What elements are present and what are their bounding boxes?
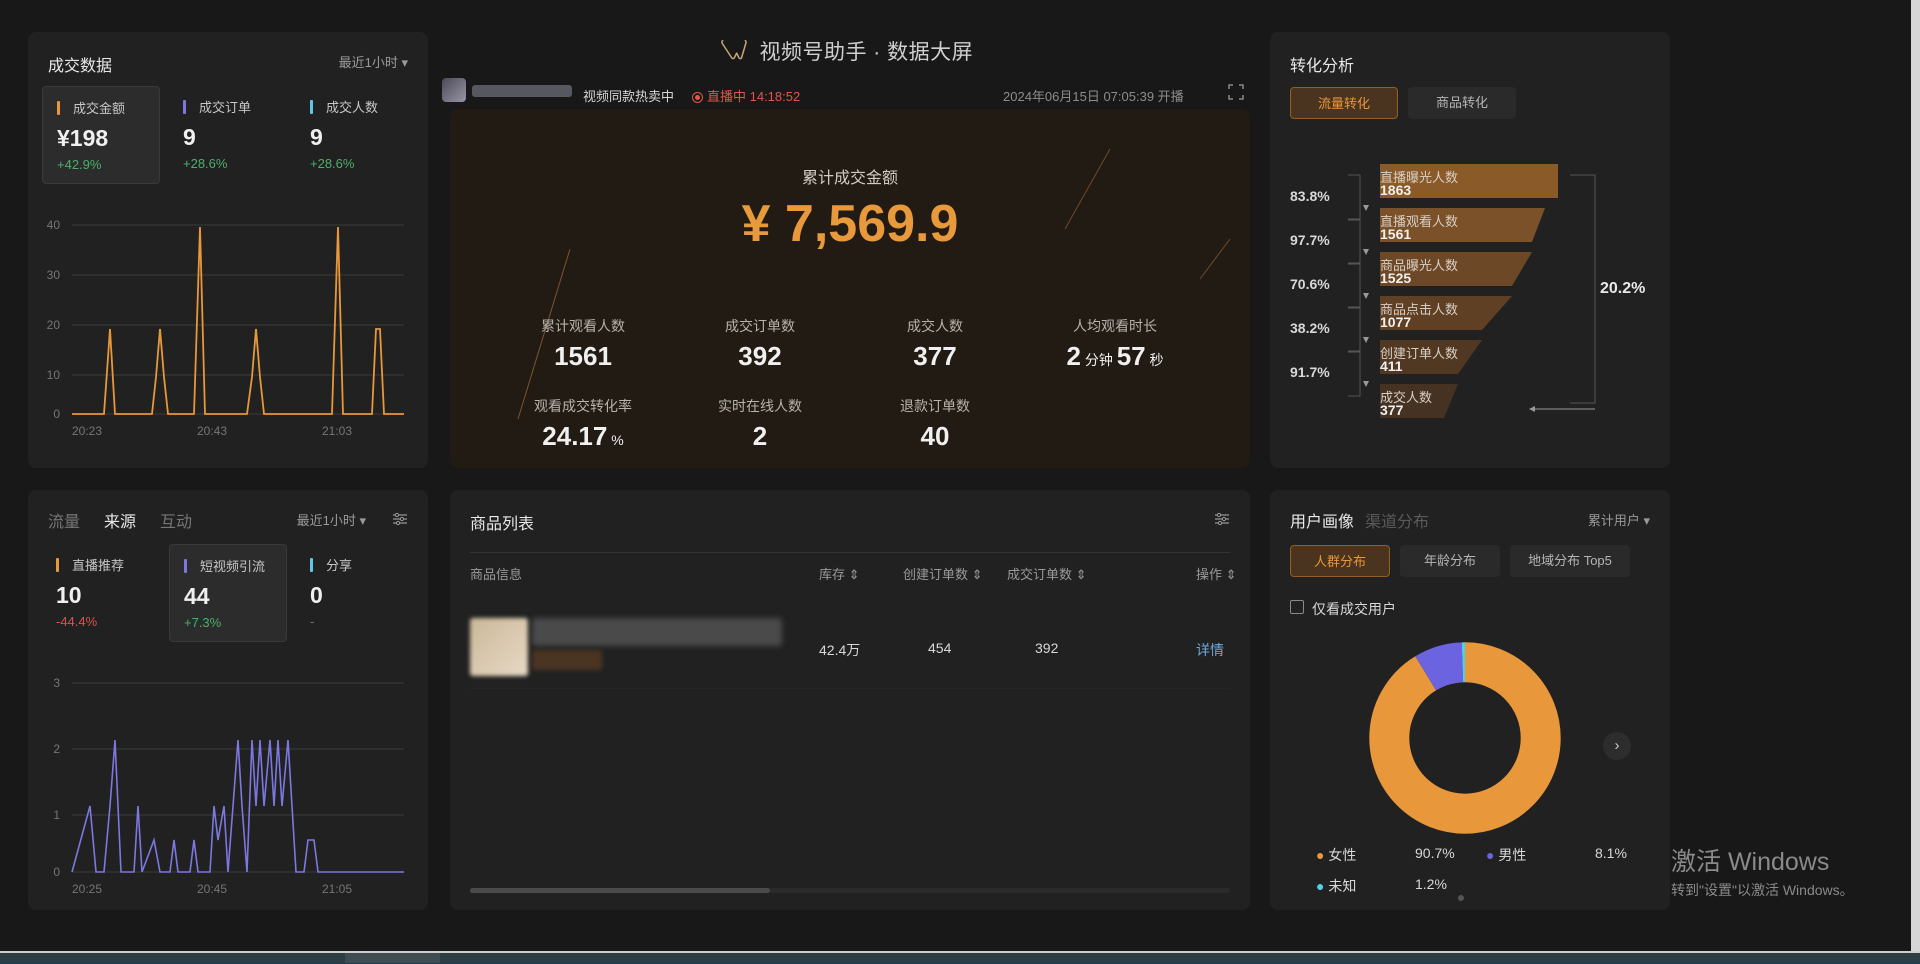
svg-text:21:05: 21:05 xyxy=(322,882,352,896)
svg-text:21:03: 21:03 xyxy=(322,424,352,438)
svg-text:1: 1 xyxy=(53,808,60,822)
svg-text:30: 30 xyxy=(47,268,61,282)
svg-text:20:43: 20:43 xyxy=(197,424,227,438)
svg-text:3: 3 xyxy=(53,676,60,690)
svg-text:0: 0 xyxy=(53,865,60,879)
svg-text:10: 10 xyxy=(47,368,61,382)
svg-text:2: 2 xyxy=(53,742,60,756)
svg-text:20:45: 20:45 xyxy=(197,882,227,896)
svg-text:20: 20 xyxy=(47,318,61,332)
svg-text:20:23: 20:23 xyxy=(72,424,102,438)
svg-text:40: 40 xyxy=(47,218,61,232)
svg-text:20:25: 20:25 xyxy=(72,882,102,896)
svg-text:0: 0 xyxy=(53,407,60,421)
